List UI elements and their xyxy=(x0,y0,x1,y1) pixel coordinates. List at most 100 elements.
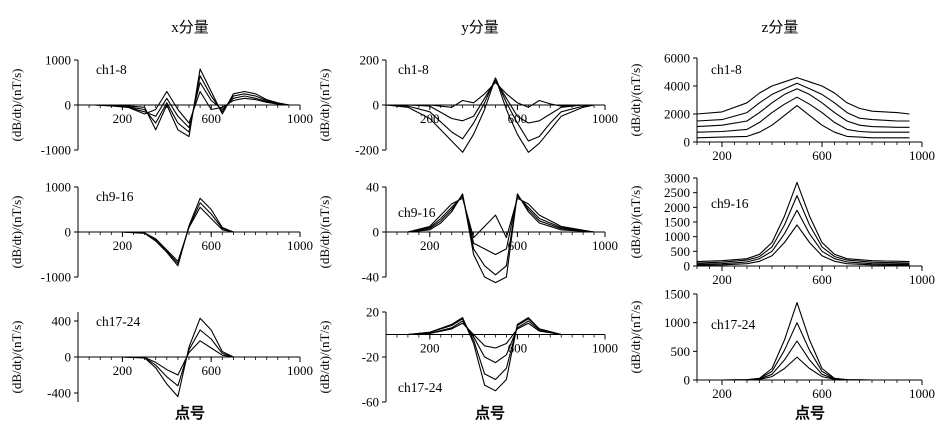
series-line-3 xyxy=(385,77,595,142)
x-tick-label: 600 xyxy=(508,238,528,253)
series-line-2 xyxy=(696,195,910,264)
x-tick-label: 600 xyxy=(812,272,832,287)
series-line-4 xyxy=(386,193,595,284)
series-line-1 xyxy=(386,81,594,108)
y-axis-label: (dB/dt)/(nT/s) xyxy=(628,64,643,137)
x-tick-label: 1000 xyxy=(909,148,935,163)
y-axis-label: (dB/dt)/(nT/s) xyxy=(9,321,24,394)
x-axis-label-col1: 点号 xyxy=(175,405,205,422)
series-line-4 xyxy=(386,317,594,392)
y-axis-label: (dB/dt)/(nT/s) xyxy=(628,301,643,374)
series-line-2 xyxy=(386,320,594,364)
y-tick-label: -60 xyxy=(362,395,379,410)
series-line-1 xyxy=(697,302,910,381)
x-tick-label: 1000 xyxy=(287,111,313,126)
y-tick-label: 0 xyxy=(373,225,380,240)
channel-label: ch9-16 xyxy=(96,189,134,204)
series-line-4 xyxy=(696,96,910,133)
y-tick-label: 3000 xyxy=(664,171,690,186)
x-tick-label: 200 xyxy=(420,341,440,356)
y-tick-label: -1000 xyxy=(41,143,71,158)
y-tick-label: 1000 xyxy=(664,315,690,330)
x-axis-label-col2: 点号 xyxy=(475,405,505,422)
panel-x-ch9-16: 200 600 1000 -1000 0 1000 ch9-16 (dB/dt)/(nT/s) xyxy=(9,180,313,285)
series-line-3 xyxy=(78,197,289,267)
y-tick-label: 200 xyxy=(360,53,380,68)
y-tick-label: 4000 xyxy=(664,79,690,94)
channel-label: ch1-8 xyxy=(711,62,742,77)
series-line-2 xyxy=(386,79,594,124)
x-tick-label: 600 xyxy=(201,238,221,253)
y-tick-label: 1500 xyxy=(664,287,690,302)
x-tick-label: 1000 xyxy=(592,341,618,356)
panel-x-ch17-24: 200 600 1000 -400 0 400 ch17-24 (dB/dt)/(nT/s) xyxy=(9,312,313,402)
y-tick-label: -40 xyxy=(362,270,379,285)
column-title-x: x分量 xyxy=(171,19,209,36)
series-line-3 xyxy=(386,318,594,381)
series-line-3 xyxy=(697,340,910,381)
y-tick-label: 0 xyxy=(684,259,691,274)
series-line-3 xyxy=(78,317,289,398)
x-axis-label-col3: 点号 xyxy=(795,405,825,422)
x-tick-label: 200 xyxy=(113,363,133,378)
series-line-4 xyxy=(696,224,910,266)
series-line-3 xyxy=(696,209,910,265)
series-line-4 xyxy=(697,356,910,381)
y-tick-label: 20 xyxy=(366,305,379,320)
x-tick-label: 600 xyxy=(812,148,832,163)
y-axis-label: (dB/dt)/(nT/s) xyxy=(9,196,24,269)
y-axis-label: (dB/dt)/(nT/s) xyxy=(628,186,643,259)
panel-z-ch17-24: 200 600 1000 0 500 1000 1500 ch17-24 (dB/dt)/(nT… xyxy=(628,287,935,402)
x-tick-label: 200 xyxy=(712,386,732,401)
series-line-3 xyxy=(696,88,910,128)
x-tick-label: 600 xyxy=(201,111,221,126)
series-line-1 xyxy=(696,181,910,263)
y-tick-label: 0 xyxy=(65,350,72,365)
x-tick-label: 1000 xyxy=(287,363,313,378)
series-line-2 xyxy=(78,202,289,265)
x-tick-label: 1000 xyxy=(909,272,935,287)
y-tick-label: 400 xyxy=(52,314,72,329)
series-line-3 xyxy=(78,75,289,133)
y-tick-label: 1500 xyxy=(664,215,690,230)
series-line-4 xyxy=(78,68,290,138)
y-tick-label: 40 xyxy=(366,180,379,195)
y-tick-label: 0 xyxy=(684,373,691,388)
series-line-2 xyxy=(386,195,595,256)
x-tick-label: 200 xyxy=(712,272,732,287)
y-tick-label: -20 xyxy=(362,350,379,365)
x-tick-label: 600 xyxy=(201,363,221,378)
column-title-z: z分量 xyxy=(762,19,799,36)
y-tick-label: 0 xyxy=(684,135,691,150)
y-axis-label: (dB/dt)/(nT/s) xyxy=(317,321,332,394)
panel-x-ch1-8: 200 600 1000 -1000 0 1000 ch1-8 (dB/dt)/(nT/s) xyxy=(9,53,313,158)
y-tick-label: 0 xyxy=(65,225,72,240)
column-title-y: y分量 xyxy=(461,19,499,36)
y-tick-label: -1000 xyxy=(41,270,71,285)
y-tick-label: 6000 xyxy=(664,51,690,66)
x-tick-label: 200 xyxy=(113,238,133,253)
channel-label: ch9-16 xyxy=(398,205,436,220)
channel-label: ch1-8 xyxy=(96,62,127,77)
panel-z-ch9-16: 200 600 1000050010001500200025003000ch9-16… xyxy=(628,171,935,288)
x-tick-label: 200 xyxy=(712,148,732,163)
channel-label: ch17-24 xyxy=(711,317,755,332)
y-tick-label: 0 xyxy=(65,98,72,113)
y-tick-label: 0 xyxy=(373,98,380,113)
series-line-4 xyxy=(385,77,595,153)
x-tick-label: 1000 xyxy=(592,111,618,126)
x-tick-label: 1000 xyxy=(592,238,618,253)
y-tick-label: 1000 xyxy=(45,53,71,68)
series-line-1 xyxy=(78,206,289,262)
x-tick-label: 1000 xyxy=(287,238,313,253)
series-line-1 xyxy=(696,77,910,115)
y-axis-label: (dB/dt)/(nT/s) xyxy=(317,196,332,269)
y-tick-label: -200 xyxy=(355,143,379,158)
x-tick-label: 600 xyxy=(812,386,832,401)
y-tick-label: 1000 xyxy=(664,229,690,244)
y-tick-label: 2500 xyxy=(664,185,690,200)
series-line-2 xyxy=(78,329,289,387)
y-axis-label: (dB/dt)/(nT/s) xyxy=(9,69,24,142)
